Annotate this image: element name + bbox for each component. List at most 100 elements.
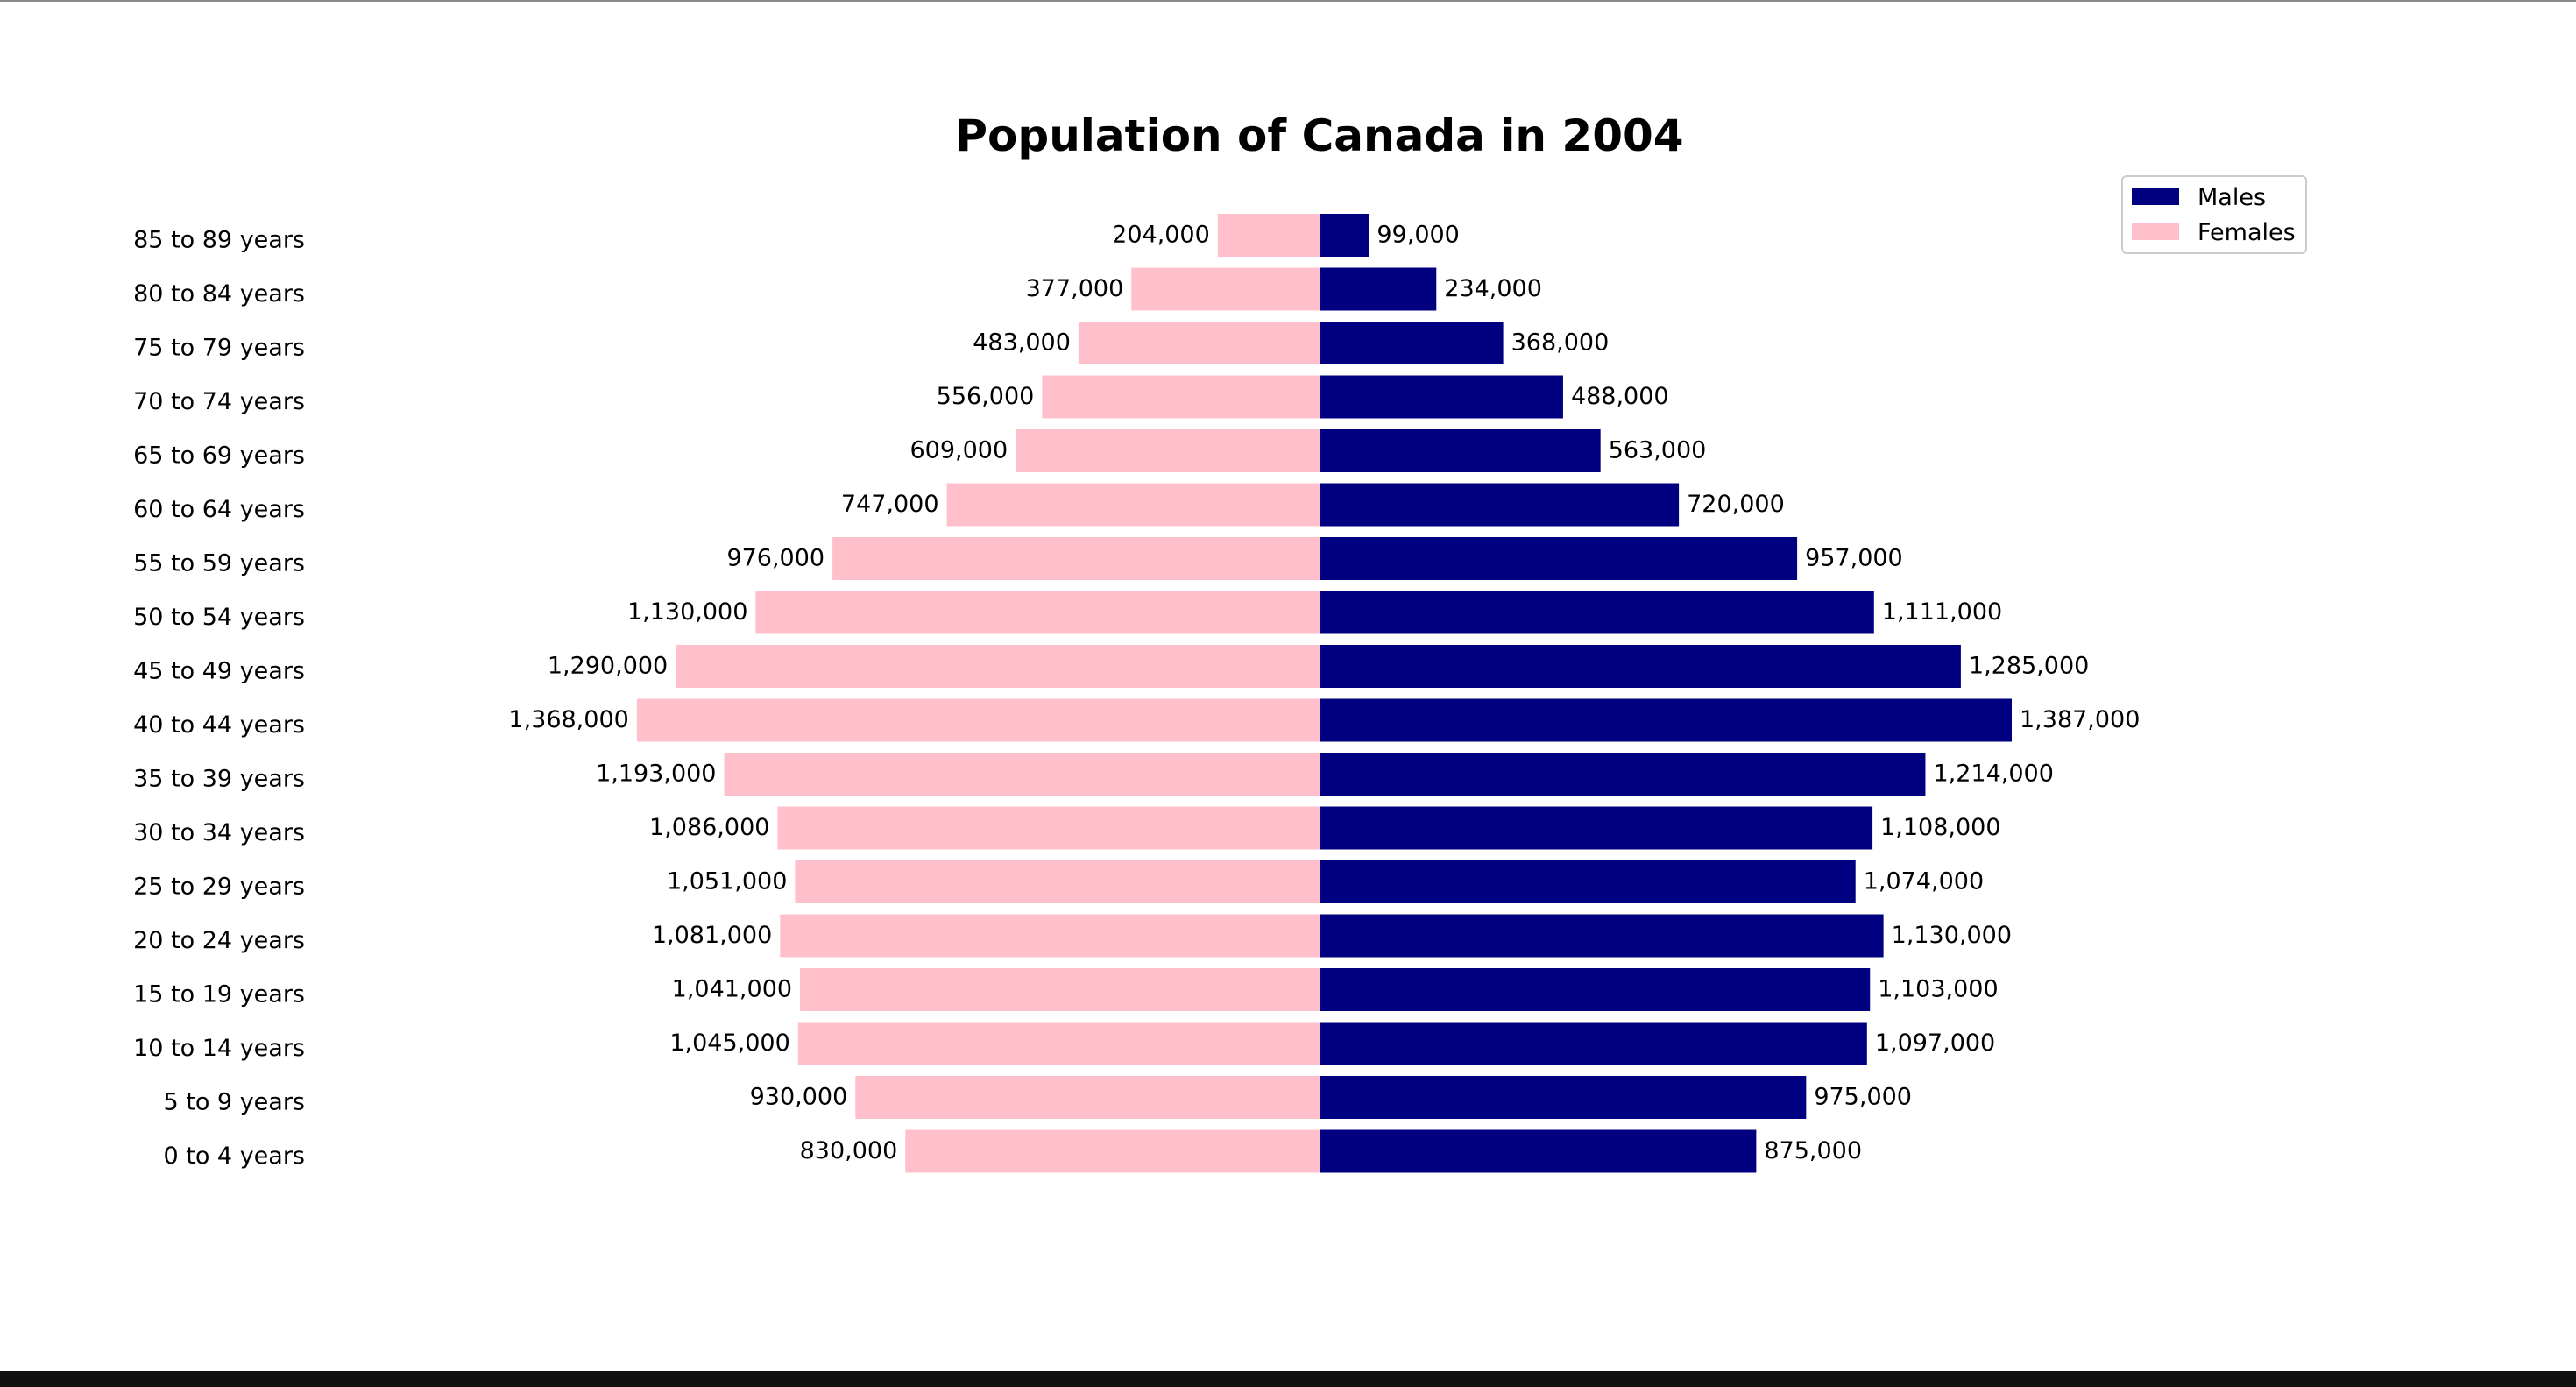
y-tick-label: 5 to 9 years bbox=[163, 1089, 305, 1116]
bar-females bbox=[832, 537, 1320, 580]
y-tick-label: 50 to 54 years bbox=[133, 604, 305, 631]
y-tick-label: 40 to 44 years bbox=[133, 711, 305, 739]
legend-label-females: Females bbox=[2197, 219, 2296, 246]
bar-females bbox=[636, 698, 1320, 742]
bar-females bbox=[905, 1129, 1320, 1173]
data-label-males: 975,000 bbox=[1814, 1084, 1912, 1111]
legend-label-males: Males bbox=[2197, 184, 2266, 211]
bar-females bbox=[1016, 429, 1320, 472]
bar-females bbox=[755, 591, 1320, 634]
bar-males bbox=[1320, 375, 1563, 419]
bar-females bbox=[1042, 375, 1320, 419]
bar-males bbox=[1320, 1129, 1757, 1173]
chart-title: Population of Canada in 2004 bbox=[955, 110, 1683, 161]
legend: Males Females bbox=[2121, 175, 2307, 254]
y-tick-label: 20 to 24 years bbox=[133, 927, 305, 954]
bar-females bbox=[1217, 214, 1320, 257]
bar-males bbox=[1320, 429, 1601, 472]
data-label-males: 1,214,000 bbox=[1933, 761, 2053, 788]
data-label-males: 1,111,000 bbox=[1882, 598, 2002, 626]
data-label-males: 563,000 bbox=[1609, 437, 1707, 464]
bar-males bbox=[1320, 698, 2012, 742]
y-tick-label: 70 to 74 years bbox=[133, 388, 305, 415]
data-label-males: 1,074,000 bbox=[1864, 868, 1984, 895]
data-label-females: 556,000 bbox=[937, 383, 1035, 410]
bar-males bbox=[1320, 645, 1961, 688]
y-tick-label: 55 to 59 years bbox=[133, 550, 305, 577]
data-label-females: 1,130,000 bbox=[627, 598, 747, 626]
bar-males bbox=[1320, 322, 1504, 364]
bar-males bbox=[1320, 267, 1437, 311]
bar-females bbox=[777, 806, 1320, 850]
data-label-females: 1,045,000 bbox=[669, 1030, 789, 1057]
data-label-females: 1,051,000 bbox=[667, 868, 787, 895]
data-labels: 875,000 830,000 975,000 930,000 1,097,000 1,0… bbox=[508, 222, 2140, 1165]
data-label-males: 875,000 bbox=[1764, 1137, 1862, 1164]
data-label-females: 377,000 bbox=[1026, 275, 1124, 302]
bar-males bbox=[1320, 483, 1680, 527]
data-label-males: 1,285,000 bbox=[1969, 653, 2089, 680]
bar-females bbox=[797, 1022, 1320, 1065]
bar-females bbox=[1078, 322, 1320, 364]
y-tick-label: 35 to 39 years bbox=[133, 766, 305, 793]
data-label-males: 1,097,000 bbox=[1875, 1030, 1995, 1057]
y-tick-label: 15 to 19 years bbox=[133, 981, 305, 1008]
bar-females bbox=[1131, 267, 1320, 311]
y-tick-labels: 0 to 4 years 5 to 9 years 10 to 14 years 15… bbox=[133, 227, 305, 1171]
bar-females bbox=[855, 1076, 1320, 1119]
data-label-males: 957,000 bbox=[1805, 545, 1903, 572]
data-label-females: 1,290,000 bbox=[548, 653, 668, 680]
bar-males bbox=[1320, 753, 1926, 796]
data-label-females: 830,000 bbox=[800, 1137, 898, 1164]
bottom-bar bbox=[0, 1371, 2576, 1387]
bar-males bbox=[1320, 860, 1856, 903]
data-label-females: 204,000 bbox=[1112, 222, 1210, 249]
data-label-females: 609,000 bbox=[909, 437, 1008, 464]
data-label-males: 488,000 bbox=[1571, 383, 1669, 410]
data-label-females: 1,368,000 bbox=[508, 706, 628, 733]
data-label-males: 720,000 bbox=[1687, 491, 1785, 518]
data-label-females: 1,081,000 bbox=[652, 922, 772, 949]
y-tick-label: 85 to 89 years bbox=[133, 227, 305, 254]
bar-males bbox=[1320, 591, 1874, 634]
y-tick-label: 60 to 64 years bbox=[133, 496, 305, 523]
data-label-females: 976,000 bbox=[726, 545, 824, 572]
bar-females bbox=[795, 860, 1320, 903]
y-tick-label: 0 to 4 years bbox=[163, 1143, 305, 1170]
y-tick-label: 65 to 69 years bbox=[133, 442, 305, 470]
bar-males bbox=[1320, 914, 1884, 958]
data-label-males: 234,000 bbox=[1444, 275, 1542, 302]
y-tick-label: 10 to 14 years bbox=[133, 1035, 305, 1062]
data-label-females: 483,000 bbox=[973, 329, 1071, 357]
data-label-females: 930,000 bbox=[750, 1084, 848, 1111]
bar-males bbox=[1320, 1076, 1807, 1119]
bar-females bbox=[780, 914, 1320, 958]
data-label-males: 1,103,000 bbox=[1878, 976, 1998, 1003]
y-tick-label: 75 to 79 years bbox=[133, 335, 305, 362]
legend-swatch-females bbox=[2132, 223, 2179, 240]
bar-females bbox=[676, 645, 1320, 688]
y-tick-label: 25 to 29 years bbox=[133, 874, 305, 901]
top-border bbox=[0, 0, 2576, 2]
bar-females bbox=[800, 968, 1320, 1011]
bar-females bbox=[946, 483, 1320, 527]
data-label-females: 747,000 bbox=[841, 491, 939, 518]
data-label-males: 1,108,000 bbox=[1880, 814, 2000, 841]
y-tick-label: 30 to 34 years bbox=[133, 819, 305, 846]
bar-males bbox=[1320, 214, 1369, 257]
data-label-females: 1,193,000 bbox=[596, 761, 716, 788]
bar-males bbox=[1320, 537, 1798, 580]
bar-males bbox=[1320, 1022, 1867, 1065]
y-tick-label: 45 to 49 years bbox=[133, 658, 305, 685]
legend-swatch-males bbox=[2132, 188, 2179, 205]
bar-males bbox=[1320, 806, 1873, 850]
bar-females bbox=[724, 753, 1320, 796]
data-label-males: 99,000 bbox=[1376, 222, 1459, 249]
bars-group bbox=[636, 214, 2012, 1173]
data-label-females: 1,041,000 bbox=[672, 976, 792, 1003]
data-label-males: 1,387,000 bbox=[2020, 706, 2140, 733]
data-label-females: 1,086,000 bbox=[649, 814, 769, 841]
bar-males bbox=[1320, 968, 1871, 1011]
data-label-males: 368,000 bbox=[1511, 329, 1610, 357]
